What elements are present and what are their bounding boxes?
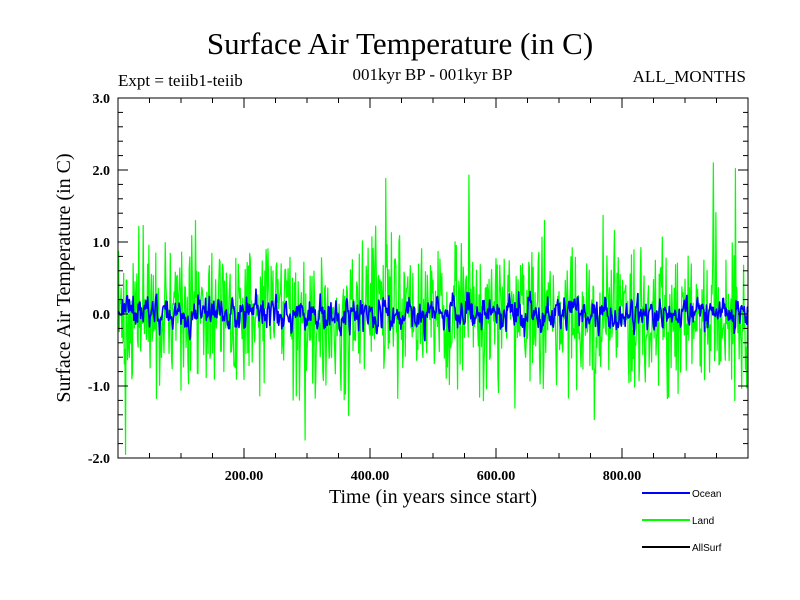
y-tick-label: 1.0 [93, 236, 111, 251]
legend-label: AllSurf [692, 543, 722, 554]
x-tick-label: 200.00 [225, 469, 264, 484]
x-tick-label: 400.00 [351, 469, 390, 484]
period-label: 001kyr BP - 001kyr BP [352, 65, 513, 84]
legend-item-land: Land [642, 516, 714, 527]
legend-label: Ocean [692, 489, 721, 500]
series-line-land [117, 162, 749, 455]
experiment-label: Expt = teiib1-teiib [118, 71, 243, 90]
chart-title: Surface Air Temperature (in C) [206, 26, 594, 61]
series-line-ocean [117, 288, 749, 342]
x-axis-title: Time (in years since start) [329, 486, 537, 508]
y-tick-label: -2.0 [88, 452, 110, 467]
y-tick-label: 3.0 [93, 92, 111, 107]
legend-item-ocean: Ocean [642, 489, 721, 500]
y-tick-label: 2.0 [93, 164, 111, 179]
x-tick-label: 800.00 [603, 469, 642, 484]
y-tick-label: -1.0 [88, 380, 110, 395]
legend-label: Land [692, 516, 714, 527]
x-tick-label: 600.00 [477, 469, 516, 484]
series-layer [117, 162, 749, 455]
y-tick-label: 0.0 [93, 308, 111, 323]
months-label: ALL_MONTHS [632, 67, 746, 86]
legend-item-allsurf: AllSurf [642, 543, 722, 554]
legend: Ocean Land AllSurf [642, 489, 722, 554]
tick-layer: 200.00 400.00 600.00 800.00 3.0 2.0 1.0 0.0 -1.0… [88, 92, 748, 484]
y-axis-title: Surface Air Temperature (in C) [53, 153, 75, 402]
